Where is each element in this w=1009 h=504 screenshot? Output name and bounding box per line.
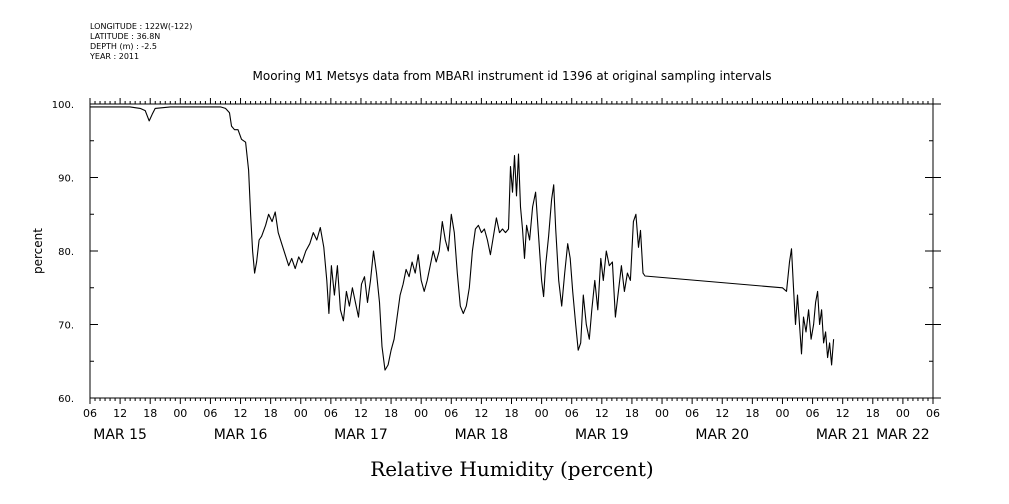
x-tick-label: 12 [715,407,729,420]
y-tick-label: 90. [58,174,74,185]
x-day-label: MAR 19 [575,427,629,443]
y-tick-label: 70. [58,321,74,332]
x-day-label: MAR 21 [816,427,870,443]
x-tick-label: 06 [203,407,217,420]
x-axis: 06 12 18 00 06 12 18 00 06 12 18 00 06 12 18 00 06 12 18 00… [83,98,940,443]
y-axis-label: percent [31,228,45,274]
y-axis: 60. 70. 80. 90. 100. [52,100,941,405]
x-tick-label: 00 [414,407,428,420]
x-tick-label: 18 [866,407,880,420]
series-line [90,106,835,371]
x-tick-label: 18 [505,407,519,420]
meta-year: YEAR : 2011 [90,52,140,61]
series-layer [90,106,835,371]
x-tick-label: 06 [926,407,940,420]
x-tick-label: 12 [836,407,850,420]
x-tick-label: 18 [264,407,278,420]
x-tick-label: 12 [234,407,248,420]
chart-title: Mooring M1 Metsys data from MBARI instru… [253,69,772,83]
x-tick-label: 00 [535,407,549,420]
x-tick-label: 06 [565,407,579,420]
metadata-block: LONGITUDE : 122W(-122) LATITUDE : 36.8N … [90,22,192,62]
y-tick-label: 60. [58,394,74,405]
x-tick-label: 12 [595,407,609,420]
x-tick-label: 18 [745,407,759,420]
x-tick-label: 06 [444,407,458,420]
x-tick-label: 06 [806,407,820,420]
x-axis-label: Relative Humidity (percent) [370,457,653,481]
x-tick-label: 12 [474,407,488,420]
x-day-label: MAR 16 [214,427,268,443]
y-tick-label: 100. [52,100,74,111]
x-tick-label: 12 [354,407,368,420]
y-tick-label: 80. [58,247,74,258]
x-tick-label: 06 [324,407,338,420]
x-tick-label: 12 [113,407,127,420]
x-day-label: MAR 22 [876,427,930,443]
x-tick-label: 00 [173,407,187,420]
x-day-label: MAR 17 [334,427,388,443]
x-day-label: MAR 15 [93,427,147,443]
x-tick-label: 18 [384,407,398,420]
x-day-label: MAR 20 [695,427,749,443]
meta-longitude: LONGITUDE : 122W(-122) [90,22,193,31]
x-tick-label: 00 [655,407,669,420]
x-day-label: MAR 18 [455,427,509,443]
x-tick-label: 06 [685,407,699,420]
x-tick-label: 00 [294,407,308,420]
meta-latitude: LATITUDE : 36.8N [90,32,161,41]
x-tick-label: 18 [143,407,157,420]
x-tick-label: 18 [625,407,639,420]
x-tick-label: 00 [896,407,910,420]
x-tick-label: 06 [83,407,97,420]
plot-frame [89,103,934,399]
x-tick-label: 00 [775,407,789,420]
meta-depth: DEPTH (m) : -2.5 [90,42,157,51]
